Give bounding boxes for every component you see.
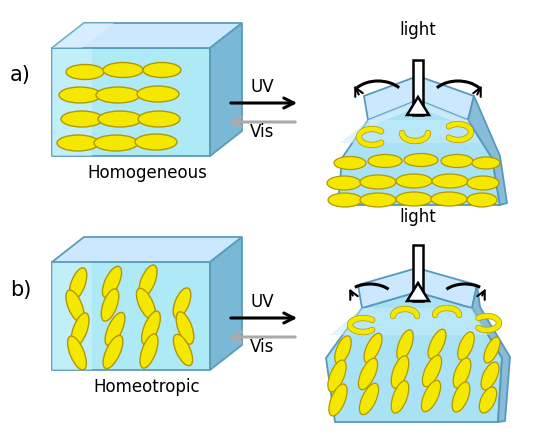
Ellipse shape [452,382,470,412]
Ellipse shape [135,134,177,150]
Polygon shape [338,100,500,205]
Ellipse shape [453,358,471,388]
Ellipse shape [103,62,143,78]
Ellipse shape [481,362,499,390]
Text: Homeotropic: Homeotropic [94,378,200,396]
Polygon shape [52,262,92,370]
Ellipse shape [391,356,409,388]
Text: light: light [400,208,436,226]
Ellipse shape [68,336,86,370]
Text: a): a) [10,65,31,85]
Polygon shape [210,237,242,370]
Ellipse shape [143,62,181,78]
Ellipse shape [173,288,191,318]
Polygon shape [468,96,507,205]
Ellipse shape [484,337,500,363]
Polygon shape [52,23,114,48]
Text: Homogeneous: Homogeneous [87,164,207,182]
Ellipse shape [61,111,103,127]
Polygon shape [52,237,242,262]
Ellipse shape [360,383,378,415]
Ellipse shape [101,289,119,321]
Ellipse shape [328,360,346,392]
Ellipse shape [396,174,432,188]
Text: light: light [400,21,436,39]
Ellipse shape [428,329,446,359]
Ellipse shape [467,193,497,207]
Ellipse shape [441,154,473,167]
Ellipse shape [458,332,474,360]
Polygon shape [407,283,429,301]
Ellipse shape [94,135,138,151]
Ellipse shape [142,311,160,345]
Ellipse shape [479,387,497,413]
Ellipse shape [139,265,157,297]
Ellipse shape [327,176,361,190]
Ellipse shape [176,312,194,344]
Text: UV: UV [250,293,274,311]
Polygon shape [52,48,92,156]
Ellipse shape [103,335,123,368]
Ellipse shape [96,87,140,103]
Ellipse shape [140,334,158,368]
Polygon shape [368,100,468,126]
Ellipse shape [397,330,413,360]
Ellipse shape [137,86,179,102]
Ellipse shape [69,268,87,300]
Ellipse shape [396,192,432,206]
Polygon shape [330,308,490,335]
Polygon shape [407,97,429,115]
Ellipse shape [364,333,382,363]
Polygon shape [326,292,502,422]
Ellipse shape [359,358,377,390]
Polygon shape [52,23,242,48]
Text: Vis: Vis [250,338,274,356]
Ellipse shape [431,192,467,206]
Ellipse shape [335,336,351,364]
Polygon shape [52,48,210,156]
Polygon shape [472,285,510,422]
Ellipse shape [174,334,192,366]
Ellipse shape [71,313,89,347]
Ellipse shape [334,157,366,170]
Ellipse shape [137,288,155,320]
Polygon shape [52,262,210,370]
Ellipse shape [66,65,104,79]
Ellipse shape [368,154,402,167]
Polygon shape [210,23,242,156]
Ellipse shape [422,355,442,387]
Ellipse shape [432,174,468,188]
Polygon shape [364,76,474,120]
Ellipse shape [421,380,441,412]
Ellipse shape [360,175,396,189]
Ellipse shape [57,135,99,151]
Polygon shape [358,268,477,308]
Ellipse shape [102,266,122,298]
Text: Vis: Vis [250,123,274,141]
Ellipse shape [59,87,101,103]
Ellipse shape [404,153,438,167]
Ellipse shape [329,384,347,416]
Polygon shape [413,60,423,115]
Polygon shape [413,245,423,301]
Ellipse shape [138,111,180,127]
Text: UV: UV [250,78,274,96]
Text: b): b) [10,280,32,300]
Ellipse shape [360,193,396,207]
Ellipse shape [391,381,409,413]
Ellipse shape [467,176,499,190]
Ellipse shape [98,111,142,127]
Ellipse shape [328,193,362,207]
Polygon shape [340,120,480,143]
Ellipse shape [105,313,125,346]
Ellipse shape [472,157,500,169]
Ellipse shape [66,290,84,322]
